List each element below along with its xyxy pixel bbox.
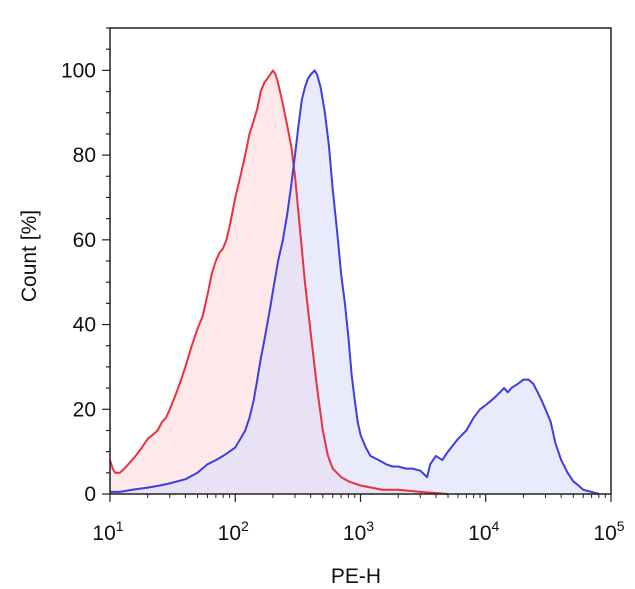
y-axis-title: Count [%]	[18, 210, 41, 302]
y-tick-label: 100	[61, 59, 96, 82]
y-tick-label: 60	[73, 229, 96, 252]
x-axis-title: PE-H	[331, 565, 381, 588]
x-tick-label: 103	[343, 518, 374, 545]
series-1-line	[109, 69, 449, 495]
series-2-area	[110, 70, 599, 495]
y-tick-label: 0	[84, 483, 96, 506]
y-tick-label: 80	[73, 144, 96, 167]
x-tick-label: 102	[218, 518, 249, 545]
y-tick-label: 20	[73, 398, 96, 421]
x-axis: 101 102 103 104 105	[92, 494, 625, 545]
x-tick-label: 104	[468, 518, 499, 545]
series-layer	[109, 69, 600, 495]
x-tick-label: 105	[593, 518, 624, 545]
y-axis: 0 20 40 60 80 100	[61, 27, 110, 506]
y-tick-label: 40	[73, 314, 96, 337]
series-2-line	[110, 69, 600, 495]
x-tick-label: 101	[92, 518, 123, 545]
